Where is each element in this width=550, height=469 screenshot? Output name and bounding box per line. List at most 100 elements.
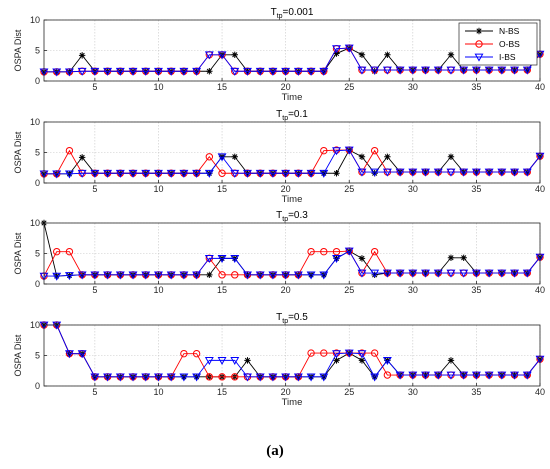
data-point [344,44,354,53]
data-point [447,254,455,261]
data-point [320,349,328,357]
data-point [408,66,418,75]
data-point [90,373,100,382]
data-point [180,349,188,358]
series-i-bs [39,44,545,77]
y-tick-label: 10 [30,320,40,330]
x-tick-label: 20 [281,184,291,194]
legend-label: N-BS [499,26,520,36]
x-tick-label: 25 [344,387,354,397]
data-point [459,371,469,380]
data-point [217,153,227,162]
data-point [344,247,354,256]
data-point [357,350,367,359]
data-point [166,271,176,280]
data-point [90,271,100,280]
data-point [77,67,87,76]
series-line [44,324,541,378]
data-point [370,146,379,155]
data-point [510,168,520,177]
data-point [408,371,418,380]
data-point [497,168,507,177]
x-tick-label: 25 [344,82,354,92]
data-point [52,68,62,77]
data-point [64,170,74,179]
data-point [332,255,341,264]
data-point [77,169,87,178]
data-point [179,67,189,76]
data-point [510,371,520,380]
y-axis-label: OSPA Dist [13,131,23,173]
x-tick-label: 20 [281,387,291,397]
data-point [459,269,469,278]
data-point [243,373,252,382]
data-point [218,373,226,381]
x-tick-label: 15 [217,285,227,295]
data-point [115,169,125,178]
data-point [395,66,405,75]
data-point [408,168,418,177]
y-axis-label: OSPA Dist [13,334,23,376]
x-tick-label: 10 [153,285,163,295]
data-point [268,271,278,280]
data-point [77,350,87,359]
data-point [230,357,240,366]
subplot-title: Ttp=0.1 [276,109,308,122]
data-point [382,168,392,177]
data-point [230,255,240,264]
subplot-title: Ttp=0.3 [276,210,308,223]
data-point [255,67,265,76]
data-point [384,51,391,58]
data-point [421,66,430,75]
data-point [103,169,113,178]
x-tick-label: 5 [92,184,97,194]
data-point [332,247,341,256]
data-point [154,373,163,382]
x-tick-label: 10 [153,387,163,397]
data-point [433,66,443,75]
data-point [371,170,378,177]
data-point [319,67,329,76]
data-point [332,350,341,359]
data-point [243,169,252,178]
y-tick-label: 0 [35,279,40,289]
y-axis-label: OSPA Dist [13,29,23,71]
series-i-bs [39,146,545,179]
y-tick-label: 5 [35,351,40,361]
data-point [78,154,86,161]
data-point [179,373,189,382]
data-point [371,271,378,279]
data-point [128,373,138,382]
data-point [370,168,380,177]
data-point [268,67,278,76]
data-point [255,169,265,178]
x-tick-label: 40 [535,285,545,295]
data-point [319,271,329,280]
x-tick-label: 15 [217,82,227,92]
x-axis-label: Time [282,194,303,205]
data-point [192,271,202,280]
data-point [358,357,366,364]
data-point [433,269,443,278]
plot-area [44,223,540,284]
data-point [371,68,378,75]
data-point [103,271,113,280]
data-point [320,146,328,155]
series-i-bs [39,321,545,382]
x-tick-label: 40 [535,387,545,397]
data-point [141,169,151,178]
data-point [192,67,202,76]
series-line [44,47,541,73]
data-point [306,271,316,280]
x-tick-label: 30 [408,387,418,397]
data-point [433,168,443,177]
y-tick-label: 0 [35,76,40,86]
series-line [44,250,541,277]
data-point [333,357,340,364]
data-point [344,146,354,155]
data-point [243,271,252,280]
series-i-bs [39,247,545,281]
x-tick-label: 25 [344,184,354,194]
data-point [243,67,252,76]
data-point [268,373,278,382]
